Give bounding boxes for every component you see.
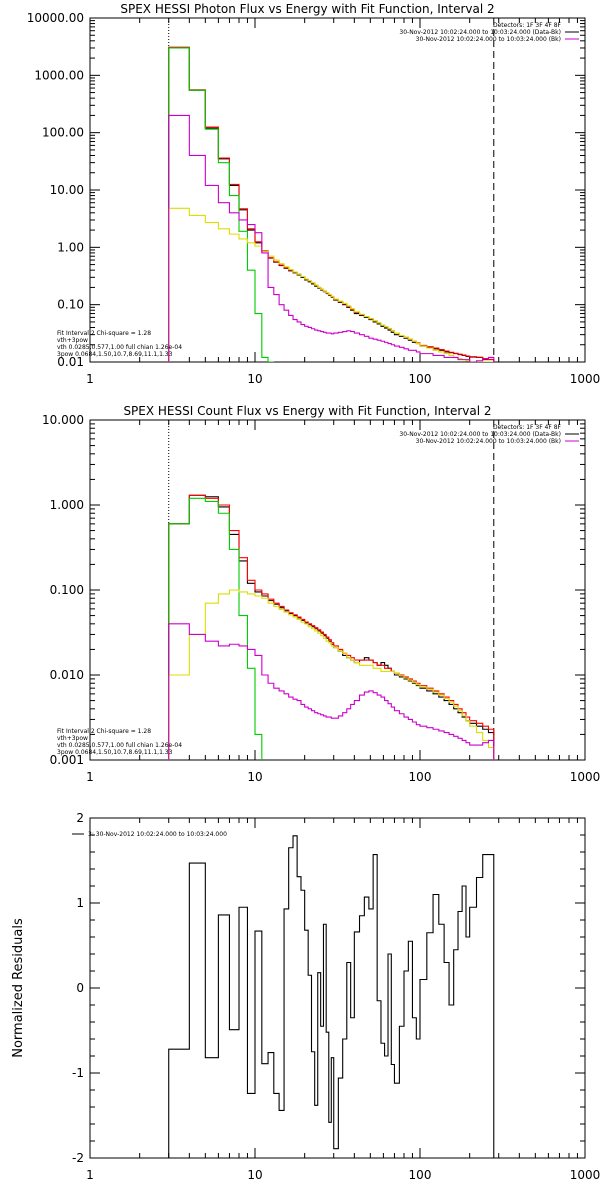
photon-flux-legend-bottom-item: Fit Interval 2 Chi-square = 1.28 <box>57 330 151 337</box>
photon-flux-x-tick-label: 1000 <box>570 372 600 386</box>
photon-flux-y-tick-label: 100.00 <box>42 126 84 140</box>
count-flux-legend-bottom-item: 3pow 0.0684,1.50,10.7,8.69,11.1,1.33 <box>57 749 173 756</box>
photon-flux-title: SPEX HESSI Photon Flux vs Energy with Fi… <box>120 2 494 16</box>
photon-flux-series-0 <box>168 47 495 362</box>
residuals-y-axis-label: Normalized Residuals <box>11 918 26 1058</box>
residuals-y-tick-label: 2 <box>76 811 84 825</box>
residuals-x-tick-label: 100 <box>409 1168 432 1182</box>
photon-flux-y-tick-label: 10000.00 <box>27 11 84 25</box>
residuals-y-tick-label: 0 <box>76 981 84 995</box>
count-flux-legend-top-item: Detectors: 1F 3F 4F 8F <box>493 424 562 431</box>
residuals-x-tick-label: 1000 <box>570 1168 600 1182</box>
count-flux-title: SPEX HESSI Count Flux vs Energy with Fit… <box>123 404 491 418</box>
photon-flux-legend-bottom-item: 3pow 0.0684,1.50,10.7,8.69,11.1,1.33 <box>57 351 173 358</box>
photon-flux-legend-top-item: Detectors: 1F 3F 4F 8F <box>493 22 562 29</box>
residuals-y-tick-label: 1 <box>76 896 84 910</box>
count-flux-x-tick-label: 10 <box>247 770 262 784</box>
count-flux-series-2 <box>168 497 263 760</box>
count-flux-legend-bottom-item: vth 0.0285,0.577,1.00 full chian 1.26e-0… <box>57 742 182 749</box>
count-flux-y-tick-label: 1.000 <box>50 498 84 512</box>
photon-flux-series-3 <box>168 207 494 362</box>
photon-flux-x-tick-label: 1 <box>86 372 94 386</box>
count-flux-frame <box>89 419 586 761</box>
photon-flux-panel: SPEX HESSI Photon Flux vs Energy with Fi… <box>27 2 600 386</box>
residuals-y-tick-label: -2 <box>72 1151 84 1165</box>
count-flux-y-tick-label: 0.010 <box>50 668 84 682</box>
count-flux-series-1 <box>168 494 495 760</box>
residuals-x-tick-label: 1 <box>86 1168 94 1182</box>
photon-flux-x-tick-label: 100 <box>409 372 432 386</box>
photon-flux-legend-top-item: 30-Nov-2012 10:02:24.000 to 10:03:24.000… <box>416 36 561 43</box>
count-flux-legend-bottom-item: vth+3pow <box>57 735 88 742</box>
count-flux-y-tick-label: 0.001 <box>50 753 84 767</box>
photon-flux-legend-bottom-item: vth+3pow <box>57 337 88 344</box>
photon-flux-legend-top-item: 30-Nov-2012 10:02:24.000 to 10:03:24.000… <box>399 29 561 36</box>
residuals-legend-item: 3: 30-Nov-2012 10:02:24.000 to 10:03:24.… <box>88 831 227 838</box>
count-flux-y-tick-label: 0.100 <box>50 583 84 597</box>
count-flux-series-3 <box>168 589 495 760</box>
photon-flux-series-1 <box>168 46 495 362</box>
photon-flux-y-tick-label: 0.01 <box>57 355 84 369</box>
count-flux-legend-top-item: 30-Nov-2012 10:02:24.000 to 10:03:24.000… <box>416 438 561 445</box>
photon-flux-y-tick-label: 10.00 <box>50 183 84 197</box>
count-flux-panel: SPEX HESSI Count Flux vs Energy with Fit… <box>42 404 600 784</box>
photon-flux-x-tick-label: 10 <box>247 372 262 386</box>
count-flux-y-tick-label: 10.000 <box>42 413 84 427</box>
residuals-y-tick-label: -1 <box>72 1066 84 1080</box>
residuals-panel: 1 10 100 1000 -2 -1 0 1 2 Normalized Residuals 3: … <box>11 811 600 1182</box>
count-flux-legend-bottom-item: Fit Interval 2 Chi-square = 1.28 <box>57 728 151 735</box>
count-flux-series-0 <box>168 494 495 760</box>
count-flux-legend-top-item: 30-Nov-2012 10:02:24.000 to 10:03:24.000… <box>399 431 561 438</box>
photon-flux-series-2 <box>168 47 274 362</box>
residuals-series-0 <box>168 835 495 1158</box>
photon-flux-series-4 <box>168 114 495 362</box>
count-flux-x-tick-label: 1 <box>86 770 94 784</box>
residuals-frame <box>89 817 586 1159</box>
residuals-x-tick-label: 10 <box>247 1168 262 1182</box>
photon-flux-y-tick-label: 1000.00 <box>34 68 84 82</box>
count-flux-x-tick-label: 1000 <box>570 770 600 784</box>
photon-flux-y-tick-label: 1.00 <box>57 240 84 254</box>
photon-flux-frame <box>89 17 586 363</box>
photon-flux-legend-bottom-item: vth 0.0285,0.577,1.00 full chian 1.26e-0… <box>57 344 182 351</box>
photon-flux-y-tick-label: 0.10 <box>57 298 84 312</box>
count-flux-series-4 <box>168 623 495 760</box>
count-flux-x-tick-label: 100 <box>409 770 432 784</box>
